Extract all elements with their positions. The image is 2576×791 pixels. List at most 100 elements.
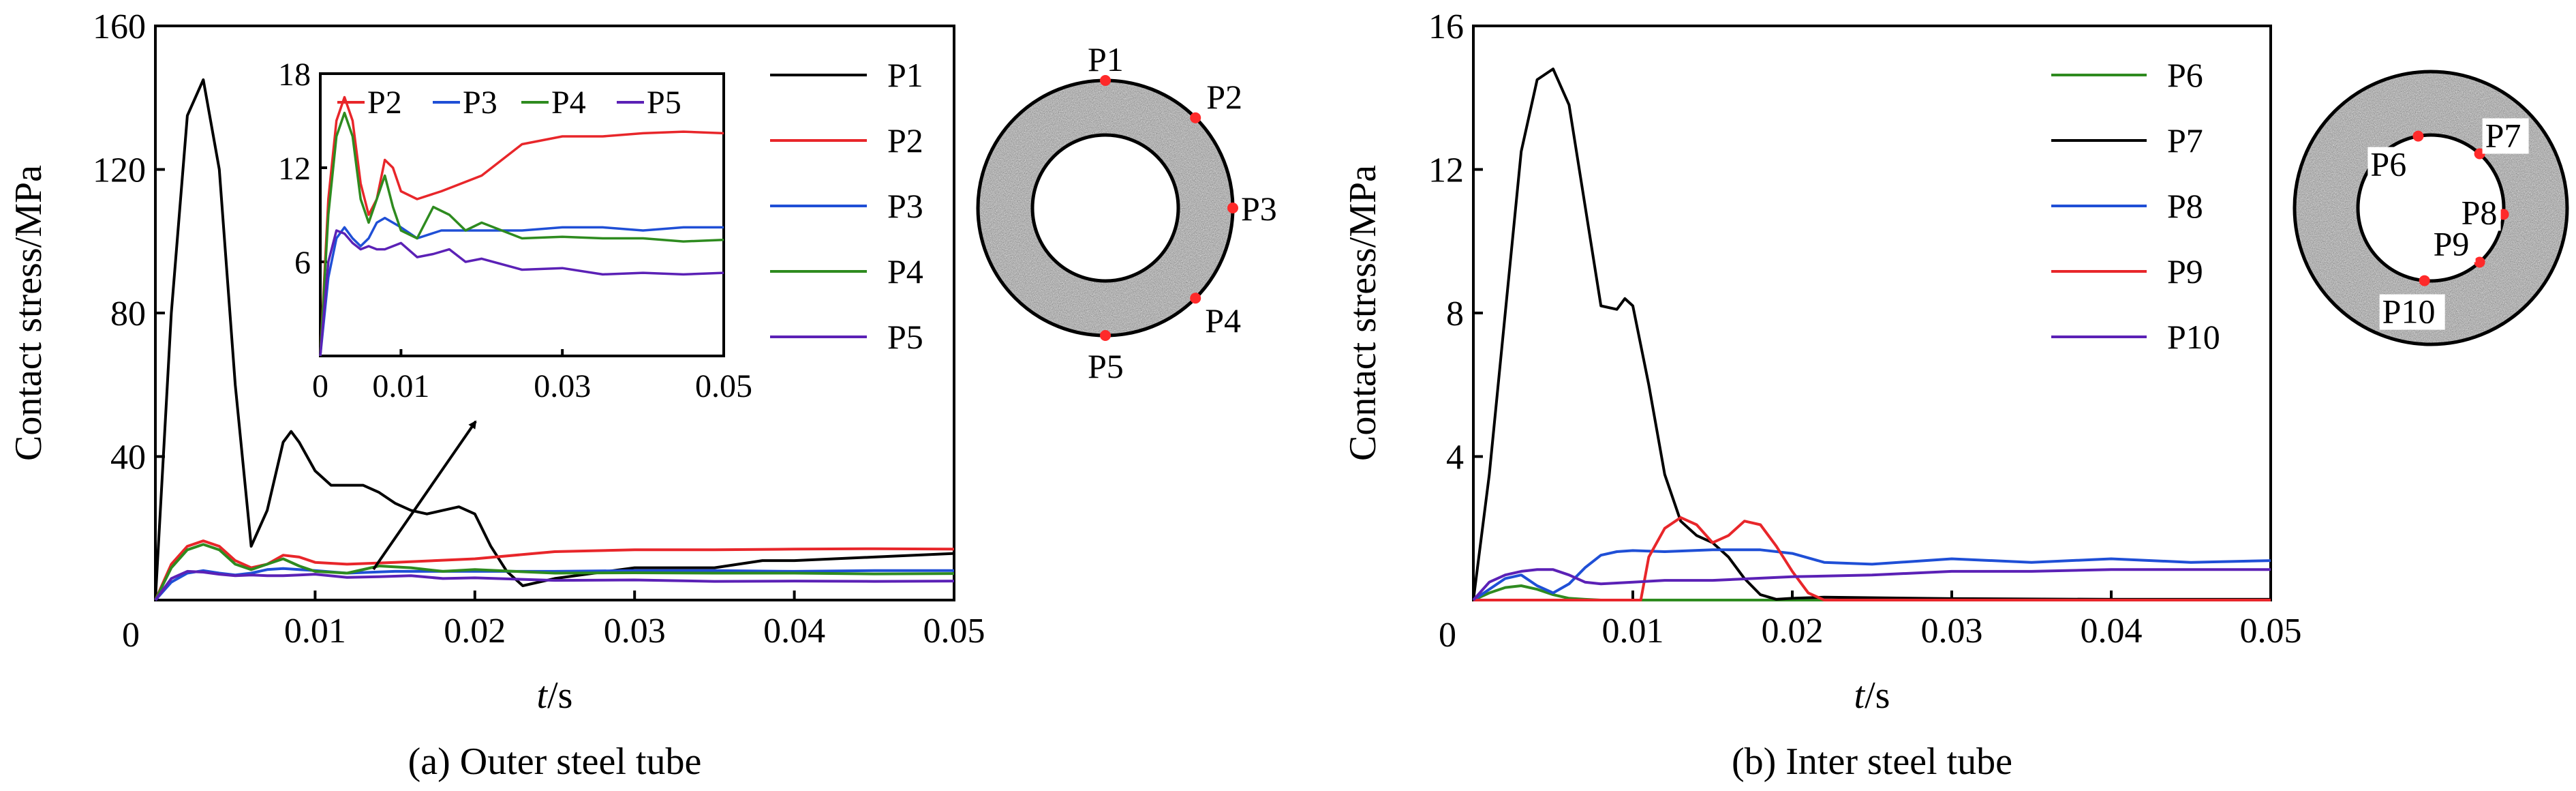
series-line-p7 [1472, 68, 2271, 601]
point-label-bg [2458, 195, 2501, 231]
series-lines [1472, 68, 2271, 601]
x-tick-label: 0.03 [1921, 612, 1983, 651]
x-tick-label: 0.01 [1602, 612, 1664, 651]
y-tick-label: 16 [1428, 8, 1464, 46]
x-tick-label: 0.03 [604, 612, 666, 651]
inset-arrow [372, 420, 477, 571]
legend-label: P6 [2167, 56, 2203, 94]
inset-line-p2 [319, 95, 724, 357]
caption-a: (a) Outer steel tube [408, 741, 702, 783]
plot-frame [1472, 25, 2272, 601]
point-marker-p6 [2412, 130, 2424, 142]
point-label: P8 [2462, 193, 2498, 231]
inset-lines [319, 95, 724, 357]
point-label-bg [2379, 294, 2445, 330]
point-label: P6 [2370, 145, 2406, 183]
legend-label: P10 [2167, 318, 2220, 356]
y-tick-label: 40 [110, 438, 146, 477]
point-label: P10 [2382, 293, 2436, 331]
inset-line-p5 [319, 229, 724, 357]
y-tick-label: 120 [93, 151, 146, 190]
series-line-p8 [1472, 548, 2271, 601]
inset-legend-label: P3 [463, 85, 497, 121]
legend-label: P3 [887, 187, 923, 225]
inner-hole [1030, 133, 1180, 283]
inset-line-p3 [319, 216, 724, 357]
series-line-p2 [154, 539, 955, 601]
outer-steel-tube [2293, 70, 2569, 346]
axis-ticks: 0.01 0.02 0.03 0.04 0.05 4 8 12 16 0 [1428, 8, 2302, 655]
legend-label: P7 [2167, 121, 2203, 160]
point-label: P3 [1241, 190, 1277, 228]
point-label-bg [2482, 118, 2529, 154]
inset-ticks: 0 0.01 0.03 0.05 6 12 18 [278, 57, 752, 404]
point-marker-p4 [1190, 293, 1201, 304]
point-label: P4 [1205, 301, 1241, 340]
y-tick-label: 8 [1446, 295, 1464, 333]
legend-label: P1 [887, 56, 923, 94]
point-marker-p5 [1100, 330, 1111, 341]
inset-frame [319, 72, 725, 357]
y-tick-label: 18 [278, 57, 311, 93]
inset-legend-label: P5 [647, 85, 681, 121]
legend-label: P2 [887, 121, 923, 160]
series-line-p10 [1472, 568, 2271, 601]
x-axis-label: t/s [1854, 674, 1890, 717]
point-marker-p9 [2474, 256, 2485, 268]
x-tick-label: 0.01 [284, 612, 346, 651]
inset-legend-label: P4 [551, 85, 586, 121]
origin-label: 0 [1439, 616, 1456, 655]
point-label: P9 [2434, 225, 2470, 263]
series-line-p1 [154, 78, 955, 601]
x-tick-label: 0.02 [1762, 612, 1824, 651]
x-tick-label: 0.04 [763, 612, 825, 651]
point-label-bg [2430, 226, 2476, 263]
legend: P1 P2 P3 P4 P5 [770, 56, 923, 356]
series-lines [154, 78, 955, 601]
x-tick-label: 0.01 [372, 368, 429, 404]
point-marker-p10 [2419, 275, 2430, 286]
legend-label: P8 [2167, 187, 2203, 225]
y-axis-label: Contact stress/MPa [1342, 165, 1384, 461]
series-line-p4 [154, 543, 955, 601]
legend: P6 P7 P8 P9 P10 [2051, 56, 2220, 356]
point-label: P2 [1206, 78, 1242, 116]
measurement-points: P1 P2 P3 P4 P5 [1088, 40, 1277, 385]
x-tick-label: 0 [312, 368, 328, 404]
origin-label: 0 [122, 616, 140, 655]
inset-line-p4 [319, 111, 724, 357]
point-label: P5 [1088, 347, 1124, 385]
inset-legend: P2 P3 P4 P5 [337, 85, 681, 121]
point-label-bg [2367, 147, 2414, 183]
inset-chart: 0 0.01 0.03 0.05 6 12 18 P2 P3 P4 P5 [278, 57, 752, 404]
caption-b: (b) Inter steel tube [1732, 741, 2012, 783]
inset-legend-label: P2 [367, 85, 402, 121]
x-tick-label: 0.05 [695, 368, 752, 404]
point-marker-p3 [1227, 203, 1238, 213]
x-tick-label: 0.05 [923, 612, 985, 651]
series-line-p9 [1473, 516, 2271, 601]
y-tick-label: 4 [1446, 438, 1464, 477]
y-tick-label: 80 [110, 295, 146, 333]
x-axis-label: t/s [537, 674, 573, 717]
x-tick-label: 0.04 [2081, 612, 2143, 651]
x-tick-label: 0.05 [2240, 612, 2302, 651]
y-tick-label: 12 [278, 151, 311, 187]
series-line-p5 [154, 569, 955, 601]
panel-b: 0.01 0.02 0.03 0.04 0.05 4 8 12 16 0 Contact stre… [1342, 8, 2569, 783]
point-marker-p2 [1190, 112, 1201, 123]
legend-label: P4 [887, 252, 923, 290]
cross-section-outer: P1 P2 P3 P4 P5 [976, 40, 1277, 385]
y-tick-label: 6 [294, 245, 311, 281]
y-tick-label: 12 [1428, 151, 1464, 190]
legend-label: P5 [887, 318, 923, 356]
y-tick-label: 160 [93, 8, 146, 46]
point-label: P1 [1088, 40, 1124, 78]
x-tick-label: 0.03 [534, 368, 591, 404]
y-axis-label: Contact stress/MPa [7, 165, 50, 461]
